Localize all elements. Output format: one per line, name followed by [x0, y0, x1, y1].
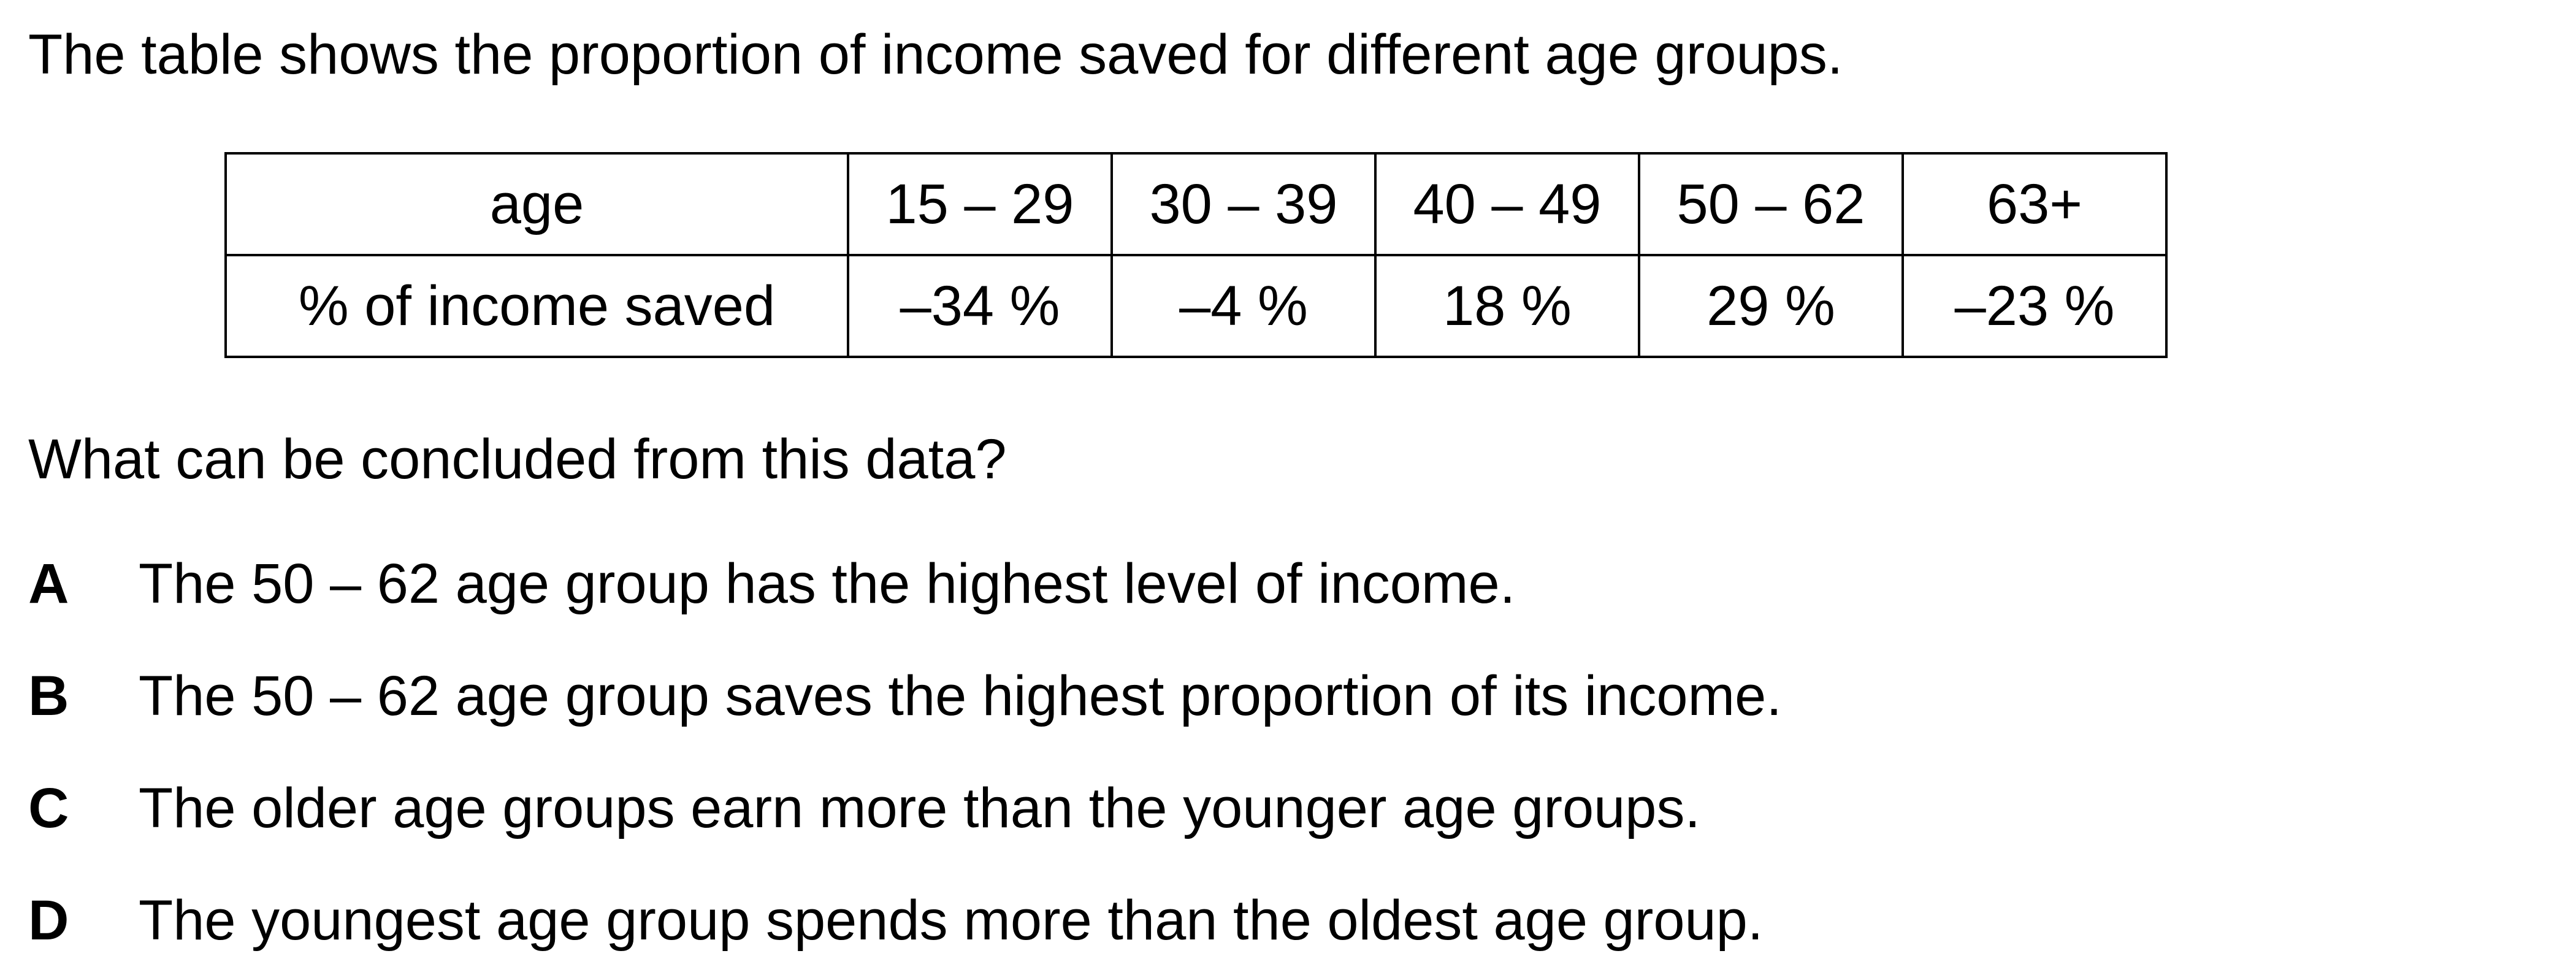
percent-saved-cell: 18 % [1374, 254, 1640, 358]
table-row-label-saved: % of income saved [224, 254, 849, 358]
option-letter: A [28, 552, 69, 615]
question-text: What can be concluded from this data? [28, 428, 1007, 491]
option-text: The youngest age group spends more than … [139, 889, 1764, 952]
table-row-saved: % of income saved –34 % –4 % 18 % 29 % –… [224, 254, 2168, 358]
option-letter: B [28, 665, 69, 727]
option-text: The older age groups earn more than the … [139, 777, 1701, 839]
percent-saved-cell: 29 % [1638, 254, 1904, 358]
percent-saved-cell: –4 % [1110, 254, 1377, 358]
age-group-cell: 50 – 62 [1638, 152, 1904, 256]
age-group-cell: 40 – 49 [1374, 152, 1640, 256]
option-text: The 50 – 62 age group saves the highest … [139, 665, 1782, 727]
savings-table: age 15 – 29 30 – 39 40 – 49 50 – 62 63+ … [224, 152, 2168, 358]
option-text: The 50 – 62 age group has the highest le… [139, 552, 1516, 615]
option-letter: C [28, 777, 69, 839]
option-letter: D [28, 889, 69, 952]
table-row-age: age 15 – 29 30 – 39 40 – 49 50 – 62 63+ [224, 152, 2168, 256]
age-group-cell: 63+ [1901, 152, 2168, 256]
age-group-cell: 15 – 29 [847, 152, 1113, 256]
intro-text: The table shows the proportion of income… [28, 23, 1843, 86]
percent-saved-cell: –34 % [847, 254, 1113, 358]
table-row-label-age: age [224, 152, 849, 256]
age-group-cell: 30 – 39 [1110, 152, 1377, 256]
percent-saved-cell: –23 % [1901, 254, 2168, 358]
